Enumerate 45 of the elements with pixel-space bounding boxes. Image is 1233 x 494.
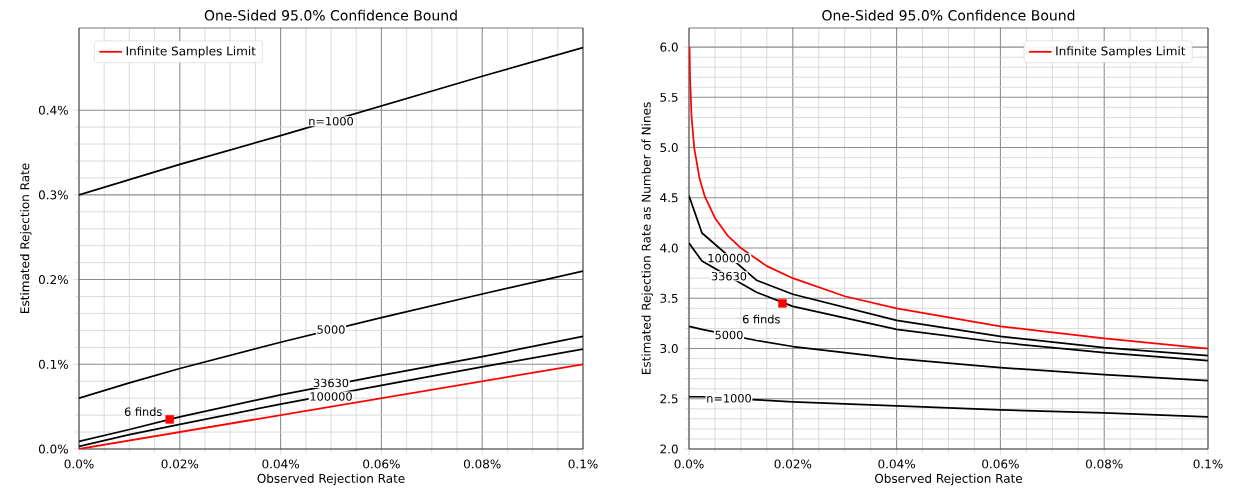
x-tick-label: 0.02% — [774, 459, 812, 469]
annotation: 5000 — [715, 330, 743, 340]
y-tick-label: 0.4% — [38, 105, 68, 115]
line-series — [689, 46, 1208, 350]
x-axis-title: Observed Rejection Rate — [257, 473, 405, 486]
y-tick-label: 0.3% — [38, 190, 68, 200]
y-tick-label: 5.0 — [660, 143, 678, 153]
annotation: 33630 — [711, 271, 747, 281]
y-tick-label: 0.1% — [38, 359, 68, 369]
y-tick-label: 6.0 — [660, 42, 678, 52]
x-tick-label: 0.1% — [1193, 459, 1223, 469]
x-tick-label: 0.0% — [64, 459, 94, 469]
x-axis-title: Observed Rejection Rate — [874, 473, 1023, 486]
chart-title: One-Sided 95.0% Confidence Bound — [822, 9, 1075, 21]
x-tick-label: 0.04% — [878, 459, 915, 469]
chart-title: One-Sided 95.0% Confidence Bound — [204, 9, 457, 21]
y-axis-title: Estimated Rejection Rate as Number of Nines — [641, 102, 654, 375]
annotation: 6 finds — [742, 314, 780, 324]
y-tick-label: 3.0 — [660, 343, 678, 354]
annotation: 5000 — [317, 325, 345, 334]
y-tick-label: 0.2% — [38, 275, 68, 285]
annotation: 100000 — [310, 392, 352, 401]
x-tick-label: 0.06% — [982, 459, 1019, 469]
annotation: 33630 — [313, 378, 349, 388]
y-tick-label: 4.0 — [660, 243, 678, 253]
y-axis-title: Estimated Rejection Rate — [20, 163, 32, 313]
annotation: n=1000 — [309, 116, 354, 126]
y-tick-label: 5.5 — [660, 92, 678, 102]
x-tick-label: 0.08% — [463, 459, 501, 469]
y-tick-label: 2.0 — [660, 444, 678, 454]
x-tick-label: 0.0% — [674, 459, 704, 469]
annotation: 100000 — [708, 253, 750, 263]
annotation: n=1000 — [707, 393, 751, 403]
y-tick-label: 0.0% — [38, 444, 68, 454]
legend-label: Infinite Samples Limit — [1056, 46, 1186, 58]
annotation: 6 finds — [124, 407, 162, 416]
y-tick-label: 4.5 — [660, 193, 678, 203]
x-tick-label: 0.06% — [363, 459, 400, 469]
legend-label: Infinite Samples Limit — [126, 46, 256, 58]
x-tick-label: 0.04% — [262, 459, 299, 469]
x-tick-label: 0.08% — [1085, 459, 1123, 469]
x-tick-label: 0.02% — [161, 459, 199, 469]
y-tick-label: 2.5 — [660, 394, 678, 404]
y-tick-label: 3.5 — [660, 293, 678, 303]
x-tick-label: 0.1% — [568, 459, 598, 469]
